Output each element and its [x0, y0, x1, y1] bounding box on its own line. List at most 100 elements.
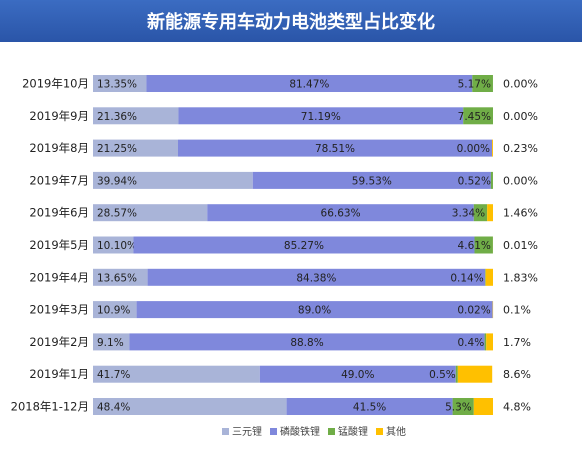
data-label: 5.17% — [458, 79, 491, 91]
data-label: 13.35% — [97, 79, 137, 91]
bar-segment — [472, 75, 493, 92]
data-label: 5.3% — [445, 402, 472, 414]
bar-segment — [463, 107, 493, 125]
data-label: 3.34% — [452, 208, 485, 220]
category-label: 2019年7月 — [29, 173, 89, 187]
data-label: 41.7% — [97, 369, 130, 381]
data-label: 0.00% — [503, 110, 538, 123]
bar-segment — [485, 268, 486, 286]
data-label: 21.36% — [97, 111, 137, 123]
category-label: 2019年4月 — [29, 270, 89, 284]
data-label: 28.57% — [97, 208, 137, 220]
bar-segment — [129, 333, 485, 351]
legend-label: 其他 — [386, 425, 406, 438]
legend-swatch — [270, 428, 277, 435]
data-label: 0.01% — [503, 239, 538, 252]
data-label: 4.8% — [503, 401, 531, 414]
data-label: 21.25% — [97, 143, 137, 155]
data-label: 0.4% — [458, 337, 485, 349]
data-label: 85.27% — [284, 240, 324, 252]
bar-segment — [484, 333, 487, 351]
category-label: 2019年5月 — [29, 238, 89, 252]
bar-segment — [452, 398, 474, 415]
bar-segment — [178, 139, 493, 157]
category-label: 2019年10月 — [22, 77, 89, 91]
legend-label: 三元锂 — [232, 426, 262, 438]
bar-segment — [93, 398, 287, 415]
data-label: 0.23% — [503, 142, 538, 155]
data-label: 81.47% — [289, 79, 329, 91]
data-label: 41.5% — [353, 402, 386, 414]
bar-segment — [473, 398, 493, 415]
data-label: 0.52% — [458, 175, 491, 187]
data-label: 1.46% — [503, 207, 538, 220]
legend-swatch — [376, 428, 383, 435]
bar-segment — [486, 333, 493, 351]
chart-title: 新能源专用车动力电池类型占比变化 — [0, 0, 582, 42]
bar-segment — [455, 365, 458, 383]
data-label: 48.4% — [97, 402, 130, 414]
data-label: 89.0% — [298, 305, 331, 317]
data-label: 0.5% — [429, 369, 456, 381]
category-label: 2018年1-12月 — [11, 400, 89, 414]
bar-segment — [490, 171, 493, 189]
bar-segment — [93, 333, 130, 351]
category-label: 2019年3月 — [29, 303, 89, 317]
bar-segment — [485, 268, 493, 286]
data-label: 1.83% — [503, 271, 538, 284]
data-label: 0.14% — [450, 272, 483, 284]
bar-segment — [492, 139, 493, 157]
data-label: 0.00% — [503, 174, 538, 187]
legend-swatch — [328, 428, 335, 435]
bar-segment — [93, 268, 148, 286]
data-label: 88.8% — [290, 337, 323, 349]
bar-segment — [93, 171, 253, 189]
data-label: 4.61% — [458, 240, 491, 252]
category-label: 2019年1月 — [29, 367, 89, 381]
data-label: 10.10% — [97, 240, 137, 252]
category-label: 2019年8月 — [29, 141, 89, 155]
bar-segment — [474, 236, 493, 254]
data-label: 0.00% — [457, 143, 490, 155]
data-label: 49.0% — [341, 369, 374, 381]
bar-segment — [93, 365, 260, 383]
bar-segment — [93, 139, 178, 157]
bar-segment — [207, 204, 474, 222]
data-label: 7.45% — [458, 111, 491, 123]
data-label: 9.1% — [97, 337, 124, 349]
bar-segment — [136, 301, 493, 319]
bar-segment — [93, 236, 134, 254]
bar-segment — [133, 236, 475, 254]
data-label: 66.63% — [321, 208, 361, 220]
bar-segment — [252, 171, 491, 189]
bar-segment — [473, 204, 488, 222]
legend-label: 磷酸铁锂 — [280, 425, 320, 438]
data-label: 8.6% — [503, 368, 531, 381]
bar-segment — [286, 398, 453, 415]
bar-segment — [259, 365, 456, 383]
data-label: 0.02% — [457, 305, 490, 317]
bar-segment — [93, 75, 147, 92]
bar-segment — [146, 75, 473, 92]
bar-segment — [487, 204, 493, 222]
legend-swatch — [222, 428, 229, 435]
data-label: 71.19% — [301, 111, 341, 123]
bar-segment — [93, 204, 208, 222]
category-label: 2019年9月 — [29, 109, 89, 123]
bar-segment — [457, 365, 493, 383]
data-label: 10.9% — [97, 305, 130, 317]
data-label: 0.00% — [503, 78, 538, 91]
data-label: 84.38% — [296, 272, 336, 284]
bar-segment — [93, 107, 179, 125]
bar-segment — [178, 107, 464, 125]
data-label: 59.53% — [352, 175, 392, 187]
stacked-bar-chart: 2019年10月 13.35% 81.47% 5.17% 0.00% 2019年9月 21.… — [11, 75, 538, 438]
data-label: 0.1% — [503, 304, 531, 317]
data-label: 78.51% — [315, 143, 355, 155]
data-label: 39.94% — [97, 175, 137, 187]
category-label: 2019年6月 — [29, 206, 89, 220]
data-label: 13.65% — [97, 272, 137, 284]
legend-label: 锰酸锂 — [338, 425, 368, 438]
bar-segment — [147, 268, 486, 286]
category-label: 2019年2月 — [29, 335, 89, 349]
